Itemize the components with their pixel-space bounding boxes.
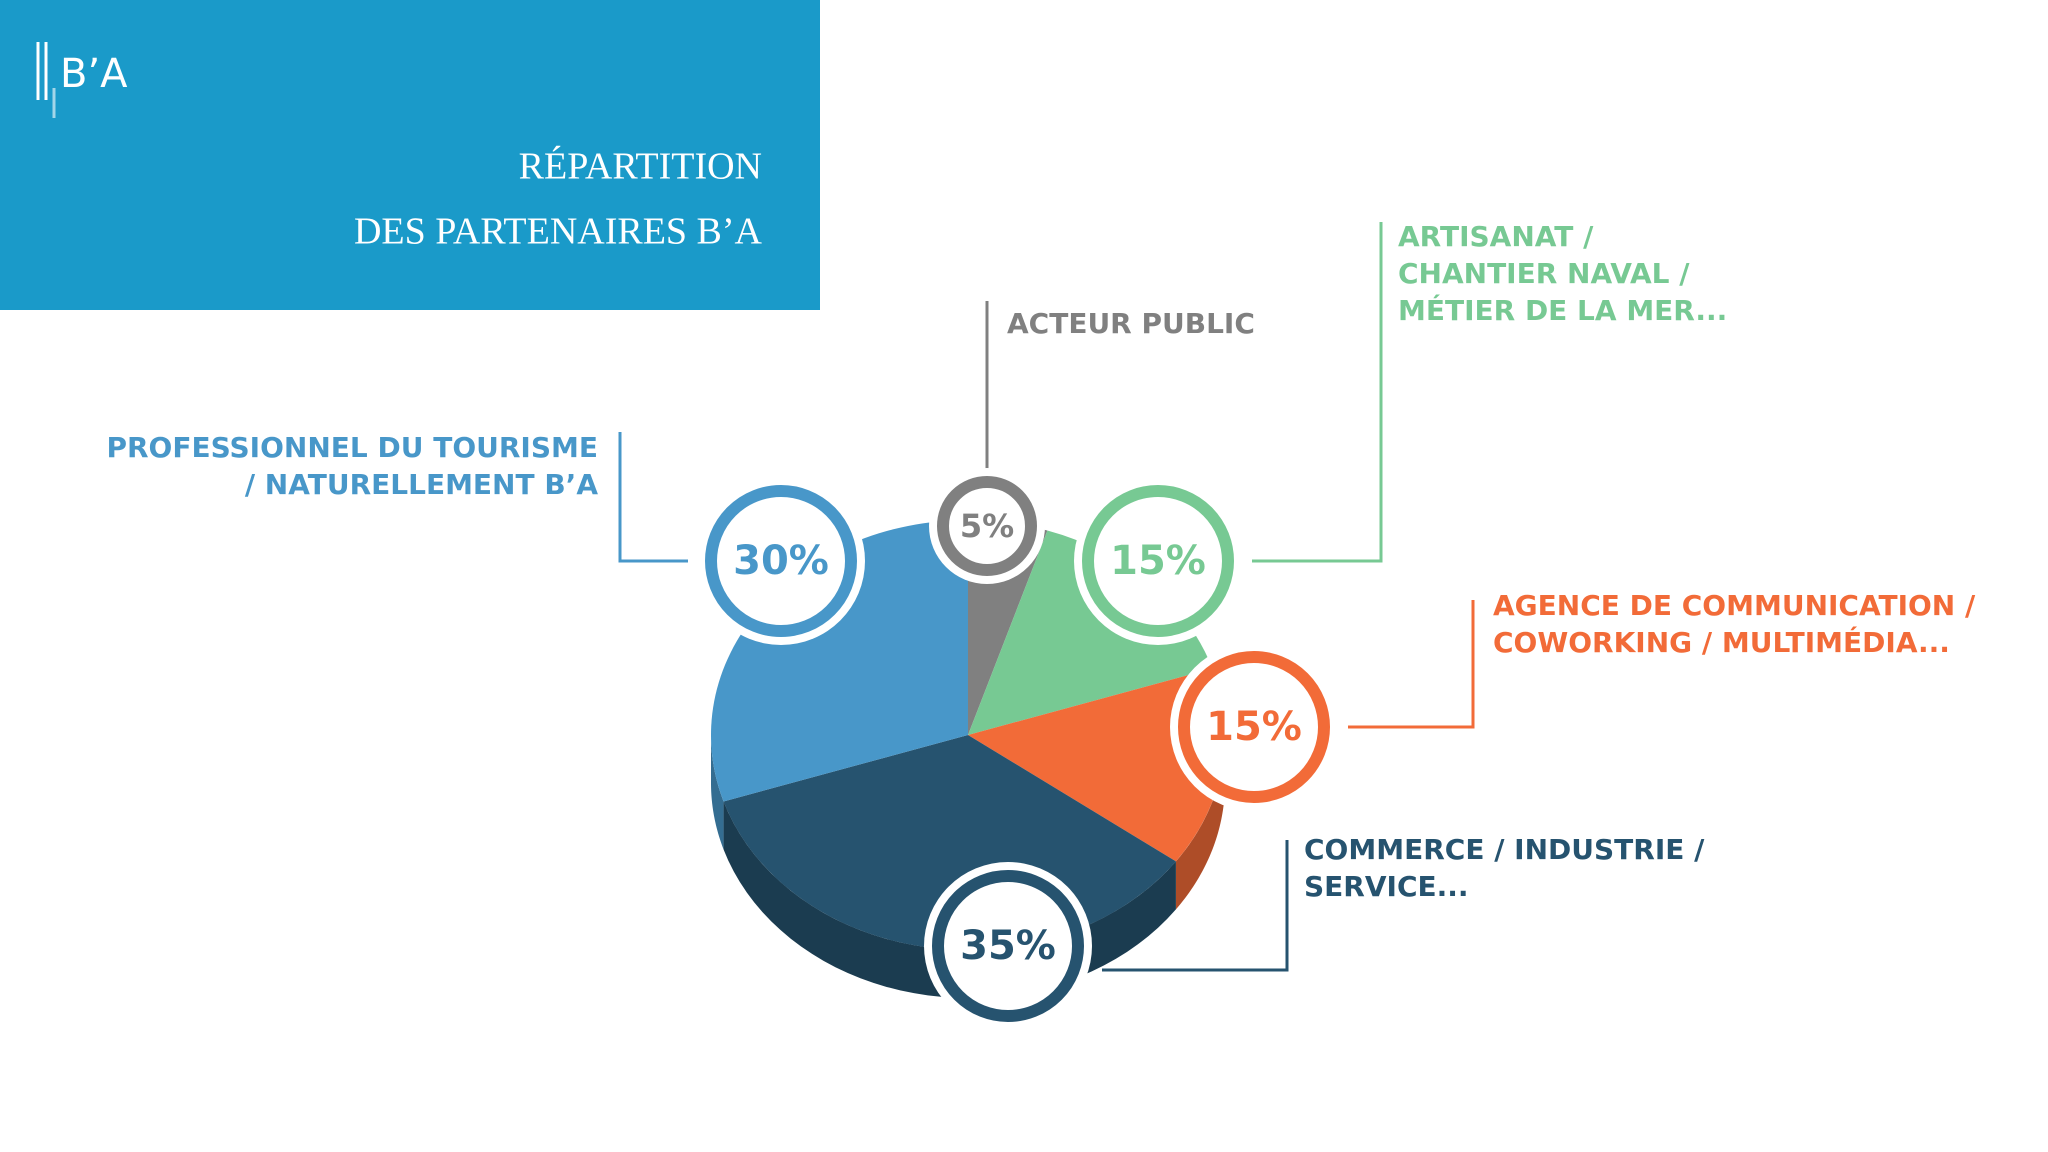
category-label: SERVICE... — [1304, 870, 1469, 903]
badge-ring — [1082, 485, 1234, 637]
header-panel — [0, 0, 820, 310]
logo: B’A — [60, 51, 128, 97]
category-label: ARTISANAT / — [1398, 220, 1594, 253]
value-label: 15% — [1206, 704, 1302, 750]
leader-line — [1252, 222, 1383, 563]
value-label: 35% — [960, 923, 1056, 969]
chart-title: DES PARTENAIRES B’A — [354, 211, 763, 253]
leader-line — [1348, 600, 1475, 729]
pie-slice — [968, 668, 1225, 862]
category-label: CHANTIER NAVAL / — [1398, 257, 1690, 290]
value-label: 15% — [1110, 538, 1206, 584]
category-label: AGENCE DE COMMUNICATION / — [1493, 589, 1976, 622]
pie-slice — [968, 530, 1213, 735]
category-label: ACTEUR PUBLIC — [1007, 307, 1255, 340]
category-label: COWORKING / MULTIMÉDIA... — [1493, 625, 1950, 659]
badge-ring — [937, 476, 1037, 576]
leader-line — [618, 432, 688, 563]
pie-slice-side — [1175, 735, 1225, 910]
pie-slice — [711, 520, 968, 802]
logo-bars — [36, 42, 56, 118]
leader-line — [1102, 840, 1289, 972]
category-label: COMMERCE / INDUSTRIE / — [1304, 833, 1705, 866]
value-label: 30% — [733, 538, 829, 584]
badge-ring — [705, 485, 857, 637]
badge-ring — [932, 870, 1084, 1022]
badge-ring — [1178, 651, 1330, 803]
category-label: PROFESSIONNEL DU TOURISME — [106, 431, 598, 464]
value-label: 5% — [960, 507, 1014, 545]
pie-slice-side — [711, 735, 724, 850]
chart-title: RÉPARTITION — [519, 146, 762, 188]
category-label: / NATURELLEMENT B’A — [245, 468, 598, 501]
category-label: MÉTIER DE LA MER... — [1398, 293, 1727, 327]
